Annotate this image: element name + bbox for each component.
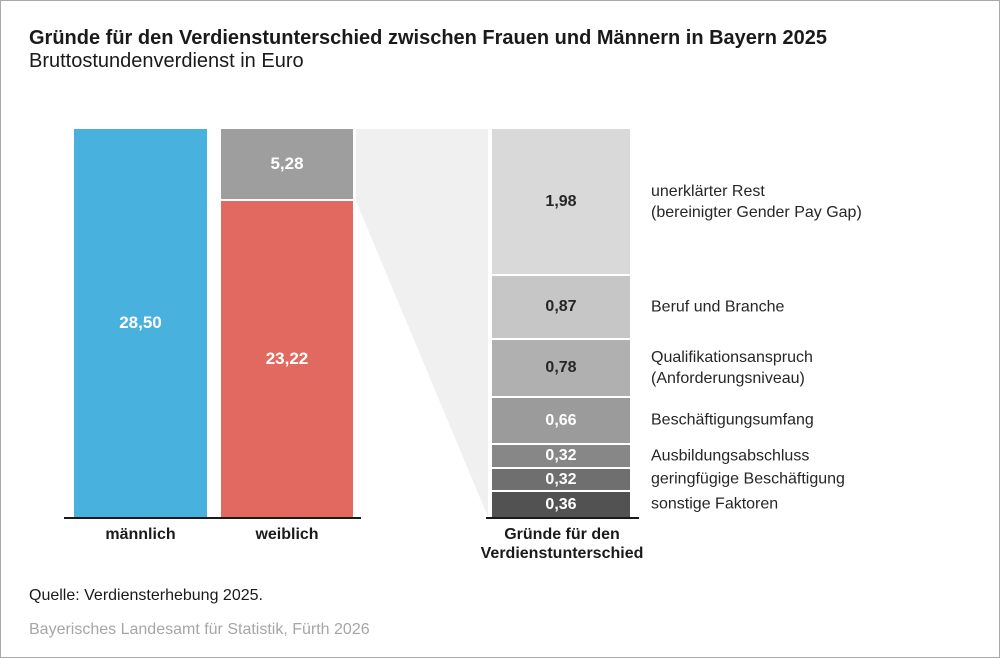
breakdown-segment-value: 0,87 — [545, 298, 577, 315]
bar-weiblich-earnings-value: 23,22 — [265, 349, 309, 368]
breakdown-label-ausbildungsabschluss: Ausbildungsabschluss — [651, 446, 809, 467]
label-line: unerklärter Rest — [651, 183, 765, 200]
breakdown-label-sonstige-faktoren: sonstige Faktoren — [651, 494, 778, 515]
breakdown-segment-qualifikationsanspruch: 0,78 — [492, 340, 630, 396]
breakdown-label-geringfuegige-beschaeftigung: geringfügige Beschäftigung — [651, 469, 845, 490]
breakdown-segment-value: 0,66 — [545, 411, 577, 429]
label-line: Verdienstunterschied — [480, 545, 644, 562]
label-line: (Anforderungsniveau) — [651, 370, 805, 387]
chart-subtitle: Bruttostundenverdienst in Euro — [29, 50, 304, 72]
category-label-maennlich: männlich — [105, 526, 176, 543]
label-line: geringfügige Beschäftigung — [651, 470, 845, 488]
label-line: Beschäftigungsumfang — [651, 411, 814, 429]
label-line: Beruf und Branche — [651, 298, 785, 316]
breakdown-segment-beruf-branche: 0,87 — [492, 276, 630, 338]
bar-maennlich-value: 28,50 — [119, 313, 162, 332]
bar-maennlich: 28,50 — [74, 129, 207, 517]
breakdown-label-unerklaerter-rest: unerklärter Rest (bereinigter Gender Pay… — [651, 181, 862, 223]
label-line: Ausbildungsabschluss — [651, 447, 810, 465]
category-label-breakdown: Gründe für den Verdienstunterschied — [447, 525, 677, 563]
x-axis-left — [64, 517, 361, 519]
breakdown-segment-beschaeftigungsumfang: 0,66 — [492, 398, 630, 443]
breakdown-label-beruf-branche: Beruf und Branche — [651, 297, 784, 318]
breakdown-segment-value: 0,36 — [545, 495, 577, 513]
breakdown-segment-value: 1,98 — [545, 192, 577, 210]
breakdown-segment-value: 0,32 — [545, 470, 577, 488]
breakdown-segment-geringfuegige-beschaeftigung: 0,32 — [492, 469, 630, 490]
breakdown-segment-value: 0,32 — [545, 447, 577, 464]
category-label-weiblich: weiblich — [255, 526, 319, 543]
label-line: Gründe für den — [504, 526, 620, 543]
breakdown-segment-unerklaerter-rest: 1,98 — [492, 129, 630, 274]
bar-weiblich-gap-segment: 5,28 — [221, 129, 353, 199]
breakdown-segment-ausbildungsabschluss: 0,32 — [492, 445, 630, 467]
publisher-credit: Bayerisches Landesamt für Statistik, Für… — [29, 621, 370, 638]
label-line: Qualifikationsanspruch — [651, 349, 813, 366]
breakdown-segment-sonstige-faktoren: 0,36 — [492, 492, 630, 517]
bar-weiblich-gap-value: 5,28 — [270, 154, 304, 173]
chart-title: Gründe für den Verdienstunterschied zwis… — [29, 27, 827, 49]
label-line: (bereinigter Gender Pay Gap) — [651, 204, 862, 221]
x-axis-right — [486, 517, 639, 519]
breakdown-label-beschaeftigungsumfang: Beschäftigungsumfang — [651, 410, 814, 431]
breakdown-segment-value: 0,78 — [545, 359, 577, 376]
source-note: Quelle: Verdiensterhebung 2025. — [29, 587, 263, 604]
label-line: sonstige Faktoren — [651, 495, 779, 513]
breakdown-label-qualifikationsanspruch: Qualifikationsanspruch (Anforderungsnive… — [651, 347, 813, 389]
bar-weiblich-earnings-segment: 23,22 — [221, 201, 353, 517]
